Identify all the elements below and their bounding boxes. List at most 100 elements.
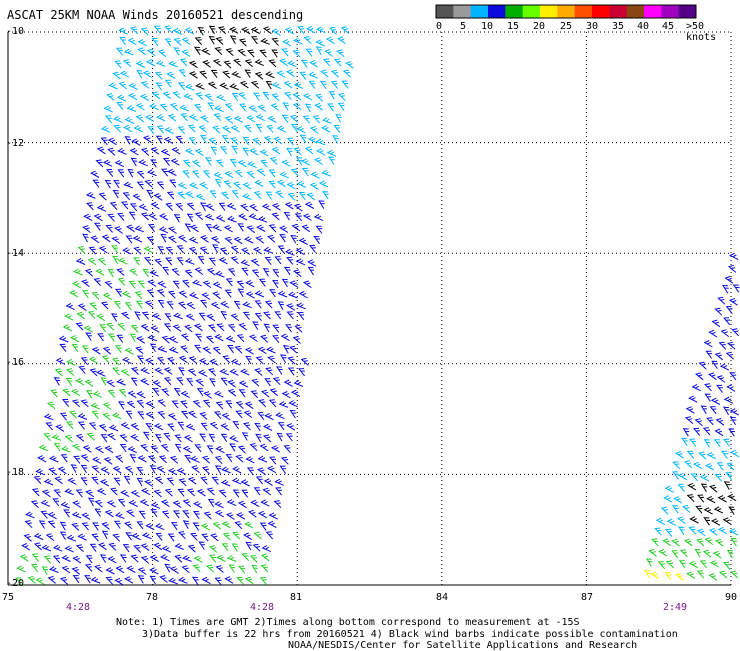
wind-barb (238, 213, 248, 221)
wind-barb (281, 159, 291, 167)
wind-barb (120, 201, 129, 210)
wind-barb (730, 449, 740, 458)
wind-barb (69, 410, 78, 419)
wind-barb (193, 555, 203, 563)
wind-barb (136, 170, 145, 179)
wind-barb (176, 467, 187, 475)
wind-barb (82, 445, 92, 453)
wind-barb (159, 103, 168, 112)
wind-barb (206, 313, 216, 322)
wind-barb (676, 516, 686, 524)
wind-barb (31, 563, 38, 573)
wind-barb (179, 58, 188, 67)
wind-barb (231, 145, 238, 154)
wind-barb (227, 268, 236, 277)
wind-barb (198, 312, 206, 321)
wind-barb (91, 410, 99, 419)
wind-barb (274, 311, 282, 320)
wind-barb (255, 114, 266, 122)
wind-barb (194, 333, 202, 342)
wind-barb (141, 532, 152, 540)
wind-barb (247, 161, 257, 168)
wind-barb (279, 171, 289, 179)
wind-barb (732, 284, 740, 293)
wind-barb (236, 576, 244, 585)
wind-barb (192, 564, 201, 573)
wind-barb (220, 300, 230, 309)
map-grid (7, 31, 732, 586)
wind-barb (690, 473, 698, 482)
wind-barb (254, 422, 261, 432)
wind-barb (227, 388, 237, 397)
wind-barb (122, 247, 132, 255)
legend-swatch (609, 5, 628, 18)
wind-barb (295, 258, 306, 266)
wind-barb (128, 499, 138, 508)
wind-barb (253, 487, 261, 496)
wind-barb (177, 234, 187, 243)
wind-barb (708, 573, 718, 581)
wind-barb (184, 454, 191, 464)
wind-barb (281, 114, 289, 123)
wind-barb (292, 92, 302, 101)
wind-barb (726, 462, 735, 471)
wind-barb (199, 433, 206, 442)
wind-barb (98, 192, 107, 201)
wind-barb (162, 266, 169, 275)
wind-barb (106, 322, 115, 331)
wind-barb (100, 137, 108, 146)
wind-barb (48, 455, 59, 463)
wind-barb (731, 328, 740, 337)
legend-swatch (626, 5, 645, 18)
wind-barb (244, 347, 254, 355)
wind-barb (93, 278, 102, 287)
wind-barb (645, 558, 653, 567)
wind-barb (134, 225, 145, 233)
wind-barb (231, 543, 239, 552)
wind-barb (75, 257, 86, 265)
wind-barb (186, 378, 193, 387)
wind-barb (113, 300, 121, 310)
wind-barb (55, 424, 65, 432)
wind-barb (150, 501, 161, 509)
wind-barb (24, 520, 33, 529)
legend-label-25: 25 (560, 21, 573, 32)
wind-barb (89, 302, 98, 311)
wind-barb (35, 577, 45, 585)
wind-barb (686, 450, 695, 459)
wind-barb (166, 477, 175, 486)
wind-barb (133, 125, 143, 133)
wind-barb (111, 245, 119, 254)
wind-barb (47, 401, 56, 410)
wind-barb (85, 332, 92, 341)
wind-barb (153, 25, 161, 34)
wind-barb (222, 355, 231, 364)
wind-barb (117, 277, 126, 286)
wind-barb (127, 446, 137, 454)
wind-barb (178, 290, 188, 298)
wind-barb (315, 26, 326, 34)
wind-barb (251, 269, 260, 278)
wind-barb (330, 69, 340, 78)
wind-barb (276, 432, 283, 442)
wind-barb (232, 421, 240, 430)
wind-barb (123, 181, 133, 189)
wind-barb (276, 179, 286, 188)
wind-barb (272, 335, 280, 344)
wind-barb (108, 82, 118, 90)
wind-barb (287, 291, 298, 299)
wind-barb (134, 291, 143, 300)
wind-barb (117, 147, 127, 155)
wind-barb (169, 455, 179, 464)
wind-barb (190, 455, 200, 463)
wind-barb (146, 289, 155, 298)
wind-barb (200, 523, 211, 531)
wind-barb (328, 91, 336, 100)
wind-barb (709, 406, 717, 415)
wind-barb (229, 159, 237, 168)
wind-barb (233, 115, 244, 123)
wind-barb (665, 528, 673, 537)
wind-barb (304, 103, 312, 113)
wind-barb (216, 94, 226, 102)
wind-barb (239, 80, 249, 89)
